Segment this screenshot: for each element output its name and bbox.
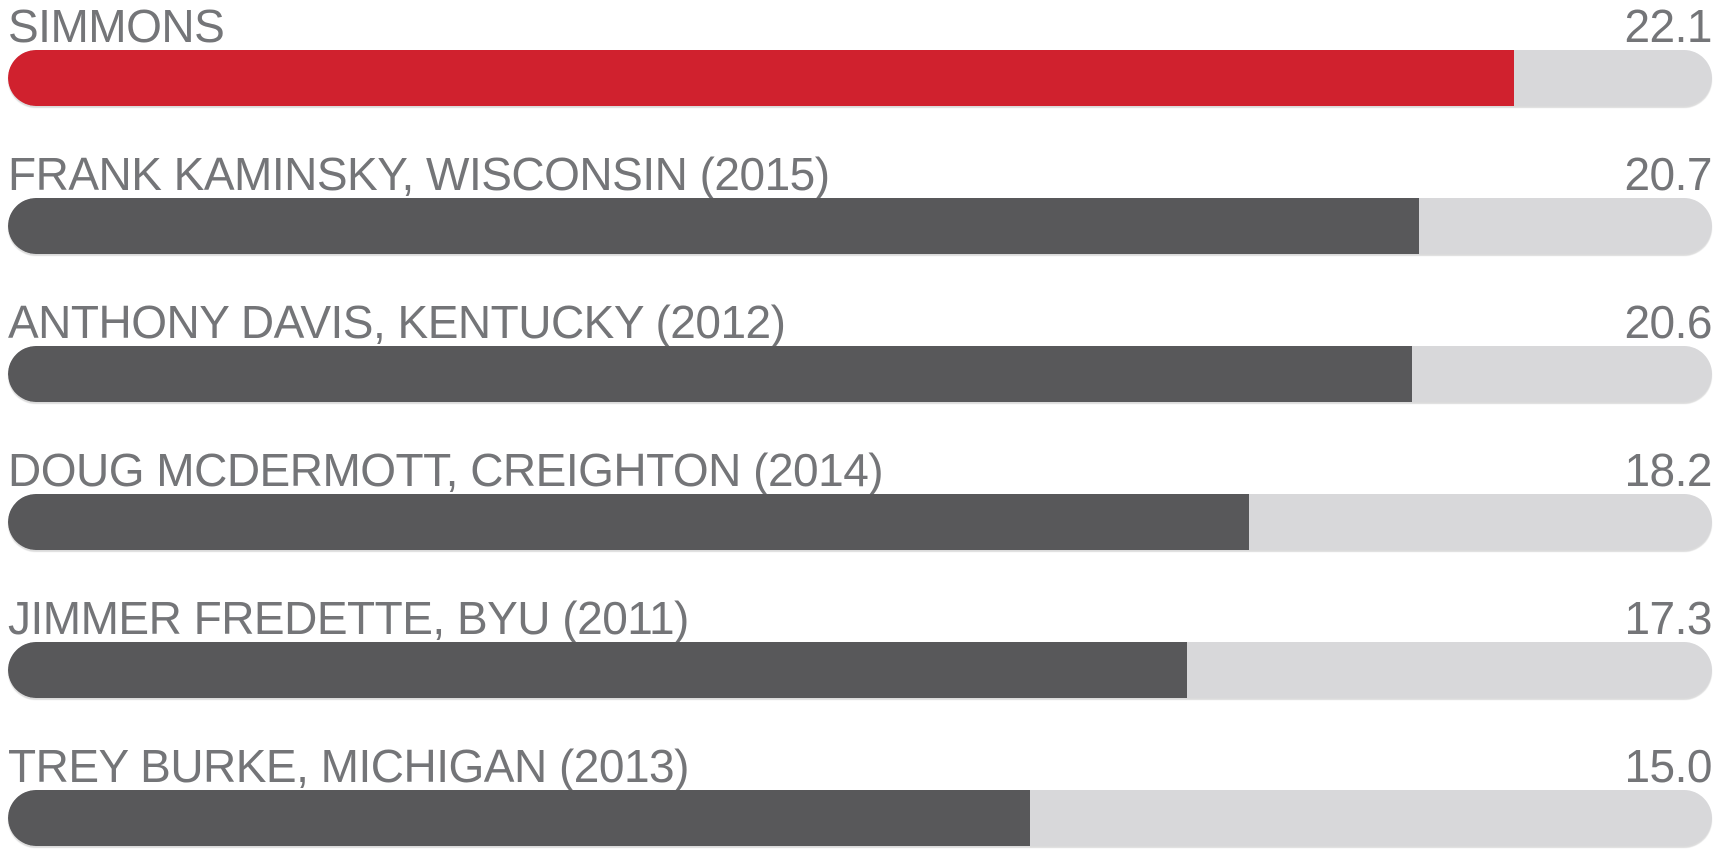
row-header: FRANK KAMINSKY, WISCONSIN (2015) 20.7: [8, 150, 1712, 198]
value-label: 17.3: [1624, 592, 1712, 644]
bar-row: JIMMER FREDETTE, BYU (2011) 17.3: [8, 594, 1712, 742]
bar-fill: [8, 642, 1188, 698]
row-header: SIMMONS 22.1: [8, 2, 1712, 50]
bar-fill: [8, 790, 1031, 846]
row-header: ANTHONY DAVIS, KENTUCKY (2012) 20.6: [8, 298, 1712, 346]
row-header: DOUG MCDERMOTT, CREIGHTON (2014) 18.2: [8, 446, 1712, 494]
bar-fill: [8, 50, 1515, 106]
player-label: ANTHONY DAVIS, KENTUCKY (2012): [8, 296, 786, 348]
value-label: 15.0: [1624, 740, 1712, 792]
bar-row: SIMMONS 22.1: [8, 2, 1712, 150]
bar-track: [8, 198, 1712, 254]
value-label: 22.1: [1624, 0, 1712, 52]
bar-row: DOUG MCDERMOTT, CREIGHTON (2014) 18.2: [8, 446, 1712, 594]
bar-fill: [8, 346, 1413, 402]
bar-track: [8, 50, 1712, 106]
value-label: 20.6: [1624, 296, 1712, 348]
bar-track: [8, 346, 1712, 402]
bar-track: [8, 642, 1712, 698]
row-header: TREY BURKE, MICHIGAN (2013) 15.0: [8, 742, 1712, 790]
bar-row: TREY BURKE, MICHIGAN (2013) 15.0: [8, 742, 1712, 846]
bar-fill: [8, 494, 1249, 550]
bar-fill: [8, 198, 1419, 254]
bar-track: [8, 790, 1712, 846]
player-label: JIMMER FREDETTE, BYU (2011): [8, 592, 689, 644]
bar-track: [8, 494, 1712, 550]
row-header: JIMMER FREDETTE, BYU (2011) 17.3: [8, 594, 1712, 642]
player-label: TREY BURKE, MICHIGAN (2013): [8, 740, 689, 792]
player-label: FRANK KAMINSKY, WISCONSIN (2015): [8, 148, 830, 200]
value-label: 20.7: [1624, 148, 1712, 200]
value-label: 18.2: [1624, 444, 1712, 496]
bar-row: FRANK KAMINSKY, WISCONSIN (2015) 20.7: [8, 150, 1712, 298]
player-label: SIMMONS: [8, 0, 225, 52]
bar-row: ANTHONY DAVIS, KENTUCKY (2012) 20.6: [8, 298, 1712, 446]
player-label: DOUG MCDERMOTT, CREIGHTON (2014): [8, 444, 884, 496]
